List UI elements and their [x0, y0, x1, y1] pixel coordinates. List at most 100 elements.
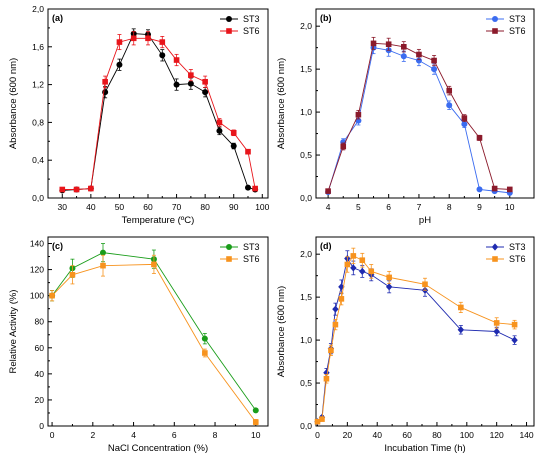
legend-item-st3: ST3 — [220, 242, 260, 252]
data-point — [431, 57, 437, 64]
x-tick-label: 50 — [115, 202, 125, 212]
x-axis-label: pH — [419, 215, 431, 226]
data-point — [49, 292, 55, 299]
series-st6 — [325, 36, 513, 194]
data-point — [187, 80, 194, 87]
x-tick-label: 2 — [90, 430, 95, 440]
y-tick-label: 1,2 — [32, 80, 44, 90]
data-point — [69, 272, 76, 278]
y-tick-label: 1,5 — [300, 64, 312, 74]
data-point — [116, 61, 123, 68]
legend-item-st6: ST6 — [486, 254, 526, 264]
y-tick-label: 0,0 — [300, 421, 312, 431]
data-point — [461, 115, 468, 121]
x-tick-label: 40 — [86, 202, 96, 212]
x-tick-label: 10 — [505, 202, 515, 212]
series-st6 — [314, 247, 518, 425]
x-axis-label: Incubation Time (h) — [384, 443, 465, 454]
y-axis-label: Absorbance (600 nm) — [276, 58, 287, 149]
y-tick-label: 2,0 — [300, 249, 312, 259]
chart-panel-1: 30 40 50 60 70 80 90 100 0,0 0,4 0,8 1,2 1,6 2,0 Tempe… — [8, 4, 270, 226]
series-line — [62, 37, 256, 190]
y-tick-label: 1,0 — [300, 335, 312, 345]
plot-frame — [47, 236, 269, 427]
data-point — [323, 375, 330, 382]
legend-label: ST6 — [243, 26, 260, 36]
data-point — [151, 261, 157, 268]
data-point — [216, 119, 223, 126]
x-tick-label: 60 — [143, 202, 153, 212]
data-point — [344, 261, 351, 268]
data-point — [385, 41, 392, 48]
data-point — [422, 281, 428, 288]
data-point — [100, 262, 106, 269]
data-point — [130, 35, 137, 42]
data-point — [325, 188, 331, 194]
series-st6 — [59, 31, 258, 193]
legend-label: ST6 — [509, 254, 526, 264]
data-point — [415, 57, 422, 64]
data-point — [201, 335, 208, 342]
data-point — [416, 51, 422, 58]
data-point — [323, 369, 330, 377]
legend-marker — [492, 28, 498, 34]
data-point — [188, 72, 194, 78]
x-tick-label: 60 — [402, 430, 412, 440]
x-axis-label: NaCl Concentration (%) — [108, 443, 208, 454]
data-point — [202, 89, 209, 96]
data-point — [314, 418, 321, 425]
y-tick-label: 40 — [35, 369, 45, 379]
x-tick-label: 80 — [200, 202, 210, 212]
series-st3 — [325, 41, 513, 196]
y-tick-label: 0 — [39, 421, 44, 431]
legend-label: ST6 — [243, 254, 260, 264]
data-point — [230, 143, 237, 150]
data-point — [319, 416, 325, 422]
data-point — [202, 78, 208, 85]
data-point — [476, 135, 483, 141]
x-tick-label: 4 — [326, 202, 331, 212]
data-point — [340, 143, 347, 150]
data-point — [202, 350, 208, 356]
data-point — [511, 321, 518, 328]
legend-marker — [492, 256, 498, 262]
y-tick-label: 1,0 — [300, 107, 312, 117]
y-tick-label: 1,6 — [32, 42, 44, 52]
data-point — [116, 39, 123, 45]
data-point — [476, 186, 483, 193]
data-point — [230, 129, 237, 136]
data-point — [245, 184, 251, 191]
data-point — [216, 127, 223, 134]
x-tick-label: 9 — [477, 202, 482, 212]
x-tick-label: 20 — [343, 430, 353, 440]
data-point — [59, 186, 66, 193]
data-point — [350, 264, 357, 272]
data-point — [461, 121, 468, 128]
series-line — [317, 255, 515, 423]
x-tick-label: 80 — [432, 430, 442, 440]
panel-label: (b) — [320, 13, 332, 23]
legend-marker — [226, 244, 232, 250]
data-point — [506, 186, 513, 193]
y-tick-label: 0,5 — [300, 150, 312, 160]
data-point — [338, 296, 345, 302]
x-tick-label: 90 — [229, 202, 239, 212]
data-point — [73, 186, 80, 193]
legend-label: ST3 — [509, 14, 526, 24]
data-point — [332, 305, 339, 313]
y-axis-label: Absorbance (600 nm) — [276, 286, 287, 377]
plot-frame — [315, 236, 535, 427]
legend-marker — [492, 16, 498, 22]
x-tick-label: 120 — [490, 430, 504, 440]
data-point — [386, 274, 392, 281]
data-point — [368, 268, 375, 275]
x-tick-label: 100 — [255, 202, 269, 212]
legend-marker — [491, 243, 499, 251]
y-tick-label: 60 — [35, 343, 45, 353]
data-point — [252, 419, 259, 425]
y-tick-label: 80 — [35, 317, 45, 327]
data-point — [493, 320, 500, 326]
data-point — [252, 185, 258, 192]
data-point — [332, 321, 339, 328]
x-tick-label: 7 — [417, 202, 422, 212]
